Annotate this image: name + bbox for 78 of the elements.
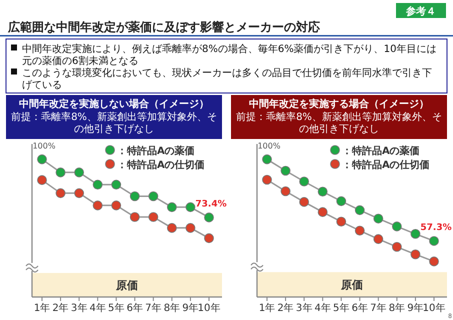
chart-title: 中間年改定を実施しない場合（イメージ） [19, 98, 209, 110]
point [318, 207, 328, 217]
data-label: 100% [32, 141, 56, 150]
chart-subtitle: 前提：乖離率8%、新薬創出等加算対象外、その他引き下げなし [11, 111, 217, 135]
point [37, 154, 47, 164]
data-label: 100% [258, 141, 281, 150]
x-tick-label: 3年 [70, 302, 88, 314]
point [429, 256, 439, 266]
band-label: 原価 [340, 278, 363, 292]
data-label: 57.3% [420, 222, 452, 233]
point [262, 174, 272, 185]
point [130, 191, 140, 202]
x-tick-label: 8年 [388, 302, 406, 314]
x-tick-label: 10年 [422, 302, 446, 314]
point [130, 212, 140, 222]
legend-label: ：特許品Aの薬価 [342, 145, 420, 157]
point [392, 222, 402, 232]
point [429, 236, 439, 246]
point [74, 168, 84, 178]
point [299, 197, 310, 207]
text: 参考４ [405, 6, 436, 18]
point [336, 216, 346, 227]
legend-label: ：特許品Aの薬価 [117, 145, 195, 157]
point [56, 168, 66, 178]
point [410, 249, 420, 260]
point [262, 154, 272, 164]
point [111, 180, 122, 190]
x-tick-label: 4年 [314, 302, 331, 314]
point [186, 223, 196, 233]
x-tick-label: 8年 [164, 302, 180, 314]
point [111, 200, 122, 210]
point [299, 176, 310, 186]
band-label: 原価 [115, 278, 138, 292]
point [37, 175, 47, 185]
point [74, 188, 84, 198]
point [204, 233, 214, 244]
point [354, 226, 365, 236]
point [166, 202, 177, 212]
point [186, 202, 196, 212]
point [410, 228, 420, 239]
x-tick-label: 6年 [352, 302, 368, 314]
point [336, 196, 346, 206]
x-tick-label: 5年 [108, 302, 124, 314]
x-tick-label: 4年 [89, 302, 106, 314]
x-tick-label: 2年 [277, 302, 294, 314]
point [148, 212, 158, 222]
chart-title: 中間年改定を実施する場合（イメージ） [249, 98, 429, 110]
legend-label: ：特許品Aの仕切価 [117, 159, 205, 171]
point [204, 212, 214, 222]
point [354, 205, 365, 216]
point [148, 191, 158, 202]
text: 広範囲な中間年改定が薬価に及ぼす影響とメーカーの対応 [7, 20, 320, 34]
point [373, 234, 384, 244]
x-tick-label: 7年 [145, 302, 162, 314]
point [392, 242, 402, 252]
point [373, 214, 384, 224]
x-tick-label: 10年 [198, 302, 220, 314]
x-tick-label: 1年 [34, 302, 50, 314]
point [280, 186, 290, 196]
point [166, 223, 177, 233]
text: 中間年改定実施により、例えば乖離率が8%の場合、毎年6%薬価が引き下がり、10年目には元の薬価の6割未満となる [22, 43, 436, 67]
x-tick-label: 7年 [370, 302, 387, 314]
point [92, 180, 103, 190]
x-tick-label: 9年 [182, 302, 199, 314]
x-tick-label: 5年 [333, 302, 350, 314]
x-tick-label: 1年 [258, 302, 276, 314]
point [56, 188, 66, 198]
x-tick-label: 2年 [52, 302, 69, 314]
legend-label: ：特許品Aの仕切価 [342, 159, 430, 171]
point [280, 166, 290, 176]
point [318, 186, 328, 197]
data-label: 73.4% [195, 199, 227, 210]
x-tick-label: 6年 [126, 302, 143, 314]
text: このような環境変化においても、現状メーカーは多くの品目で仕切価を前年同水準で引き下げている [22, 67, 432, 91]
x-tick-label: 9年 [407, 302, 424, 314]
chart-subtitle: 前提：乖離率8%、新薬創出等加算対象外、その他引き下げなし [236, 111, 442, 135]
x-tick-label: 3年 [296, 302, 312, 314]
point [92, 200, 103, 210]
